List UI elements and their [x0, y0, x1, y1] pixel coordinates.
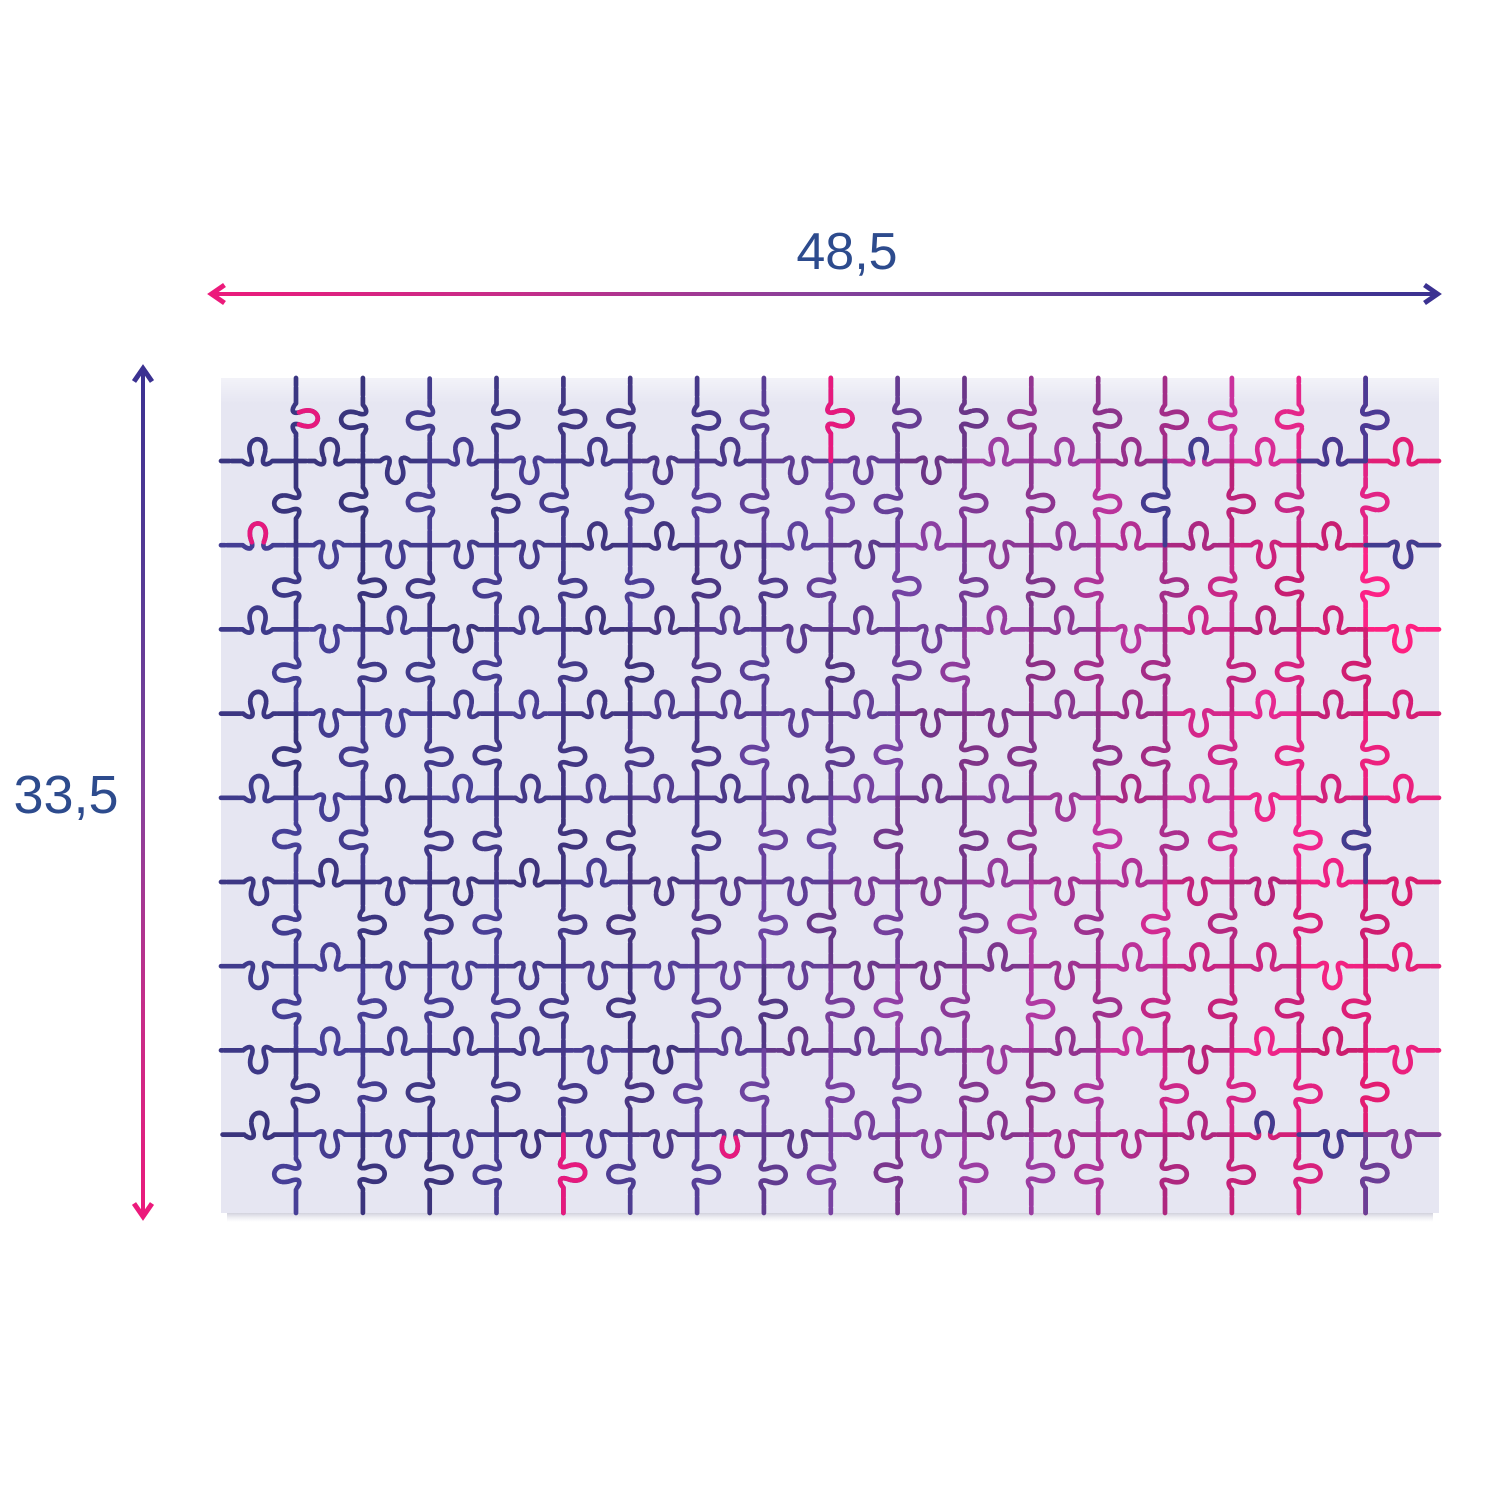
- svg-text:48,5: 48,5: [796, 223, 897, 281]
- svg-text:33,5: 33,5: [13, 765, 118, 825]
